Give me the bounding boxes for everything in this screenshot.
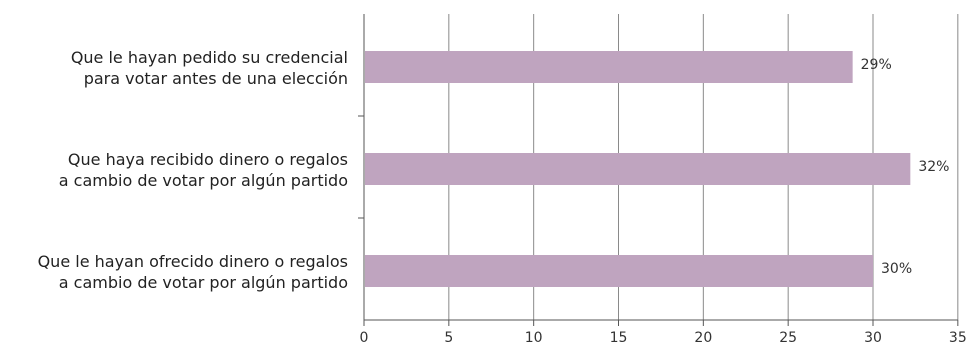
data-label: 29% [861,57,892,73]
category-label: Que le hayan ofrecido dinero o regalos a … [38,252,348,292]
category-labels: Que le hayan pedido su credencial para vo… [38,48,348,292]
data-label: 30% [881,261,912,277]
x-tick-label: 15 [610,330,628,346]
x-tick-label: 0 [360,330,369,346]
x-tick-labels: 0 5 10 15 20 25 30 35 [360,330,967,346]
x-tick-label: 35 [949,330,967,346]
category-label-line: Que le hayan pedido su credencial [71,48,348,67]
axes [358,14,959,326]
category-label-line: para votar antes de una elección [84,69,348,88]
x-tick-label: 10 [525,330,543,346]
category-label-line: Que haya recibido dinero o regalos [68,150,348,169]
category-label: Que le hayan pedido su credencial para vo… [71,48,348,88]
category-label-line: a cambio de votar por algún partido [59,273,348,292]
category-label-line: a cambio de votar por algún partido [59,171,348,190]
x-tick-label: 25 [779,330,797,346]
data-label: 32% [918,159,949,175]
bars [365,51,911,287]
bar [365,51,853,83]
category-label-line: Que le hayan ofrecido dinero o regalos [38,252,348,271]
bar [365,255,873,287]
x-tick-label: 5 [444,330,453,346]
data-labels: 29% 32% 30% [861,57,950,277]
x-tick-label: 30 [864,330,882,346]
bar [365,153,911,185]
x-tick-label: 20 [694,330,712,346]
category-label: Que haya recibido dinero o regalos a camb… [59,150,348,190]
